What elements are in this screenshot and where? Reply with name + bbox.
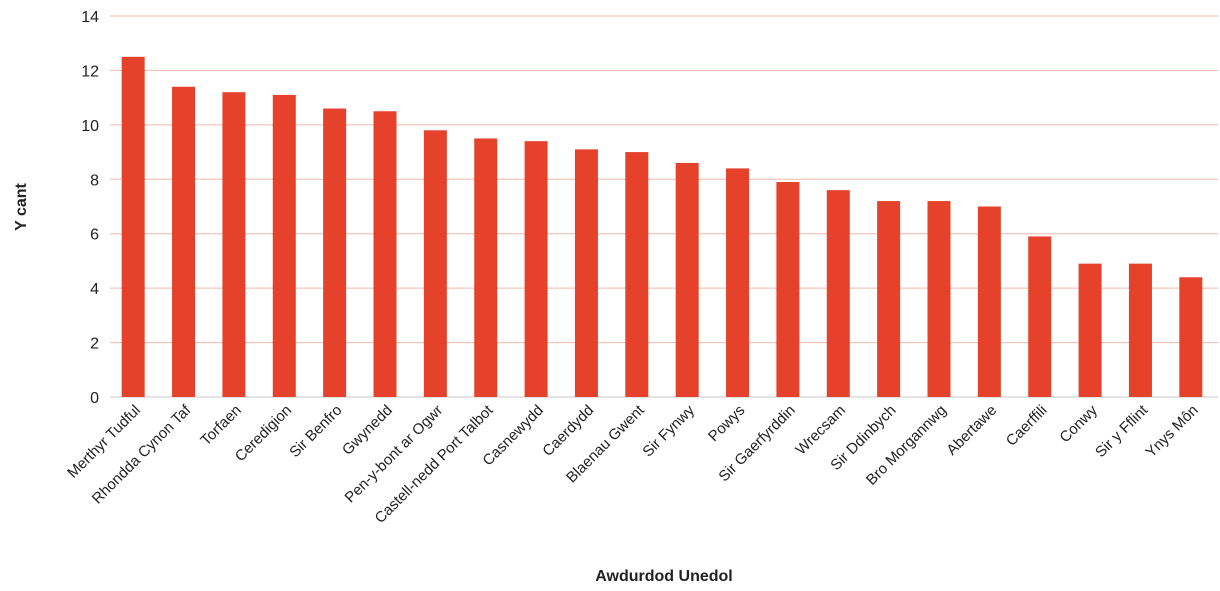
- bar: [776, 182, 800, 397]
- x-tick-label: Sir y Fflint: [1092, 401, 1152, 461]
- bar: [826, 190, 850, 397]
- bar: [977, 206, 1001, 397]
- y-tick-label: 0: [90, 390, 99, 407]
- y-tick-label: 14: [81, 9, 99, 26]
- bar: [927, 201, 951, 397]
- y-tick-label: 8: [90, 172, 99, 189]
- bar: [877, 201, 901, 397]
- bar: [524, 141, 548, 397]
- bar: [726, 168, 750, 397]
- x-axis-title: Awdurdod Unedol: [595, 568, 732, 585]
- bars: [121, 56, 1203, 398]
- bar: [121, 56, 145, 397]
- bar: [373, 111, 397, 397]
- bar: [1028, 236, 1052, 397]
- x-tick-label: Powys: [705, 402, 748, 445]
- x-tick-label: Rhondda Cynon Taf: [89, 401, 195, 507]
- bar: [625, 152, 649, 397]
- bar: [172, 86, 196, 397]
- bar: [222, 92, 246, 397]
- bar: [1179, 277, 1203, 397]
- bar: [1078, 263, 1102, 397]
- x-tick-label: Torfaen: [197, 402, 244, 449]
- x-tick-label: Sir Fynwy: [639, 401, 698, 460]
- bar: [675, 162, 699, 397]
- x-tick-label: Caerffili: [1003, 402, 1051, 450]
- y-axis-ticks: 0 2 4 6 8 10 12 14: [81, 9, 99, 407]
- bar: [574, 149, 598, 397]
- y-tick-label: 4: [90, 281, 99, 298]
- bar: [323, 108, 347, 398]
- y-axis-title: Y cant: [13, 182, 30, 230]
- y-tick-label: 2: [90, 336, 99, 353]
- x-tick-label: Ynys Môn: [1142, 402, 1201, 461]
- bar: [474, 138, 498, 397]
- bar: [272, 94, 296, 398]
- x-tick-label: Abertawe: [943, 402, 1000, 459]
- y-tick-label: 6: [90, 227, 99, 244]
- y-tick-label: 12: [81, 63, 99, 80]
- y-tick-label: 10: [81, 118, 99, 135]
- bar: [423, 130, 447, 398]
- x-tick-label: Sir Benfro: [286, 402, 345, 461]
- bar: [1128, 263, 1152, 397]
- x-tick-label: Pen-y-bont ar Ogwr: [342, 402, 447, 507]
- x-tick-label: Conwy: [1056, 401, 1101, 446]
